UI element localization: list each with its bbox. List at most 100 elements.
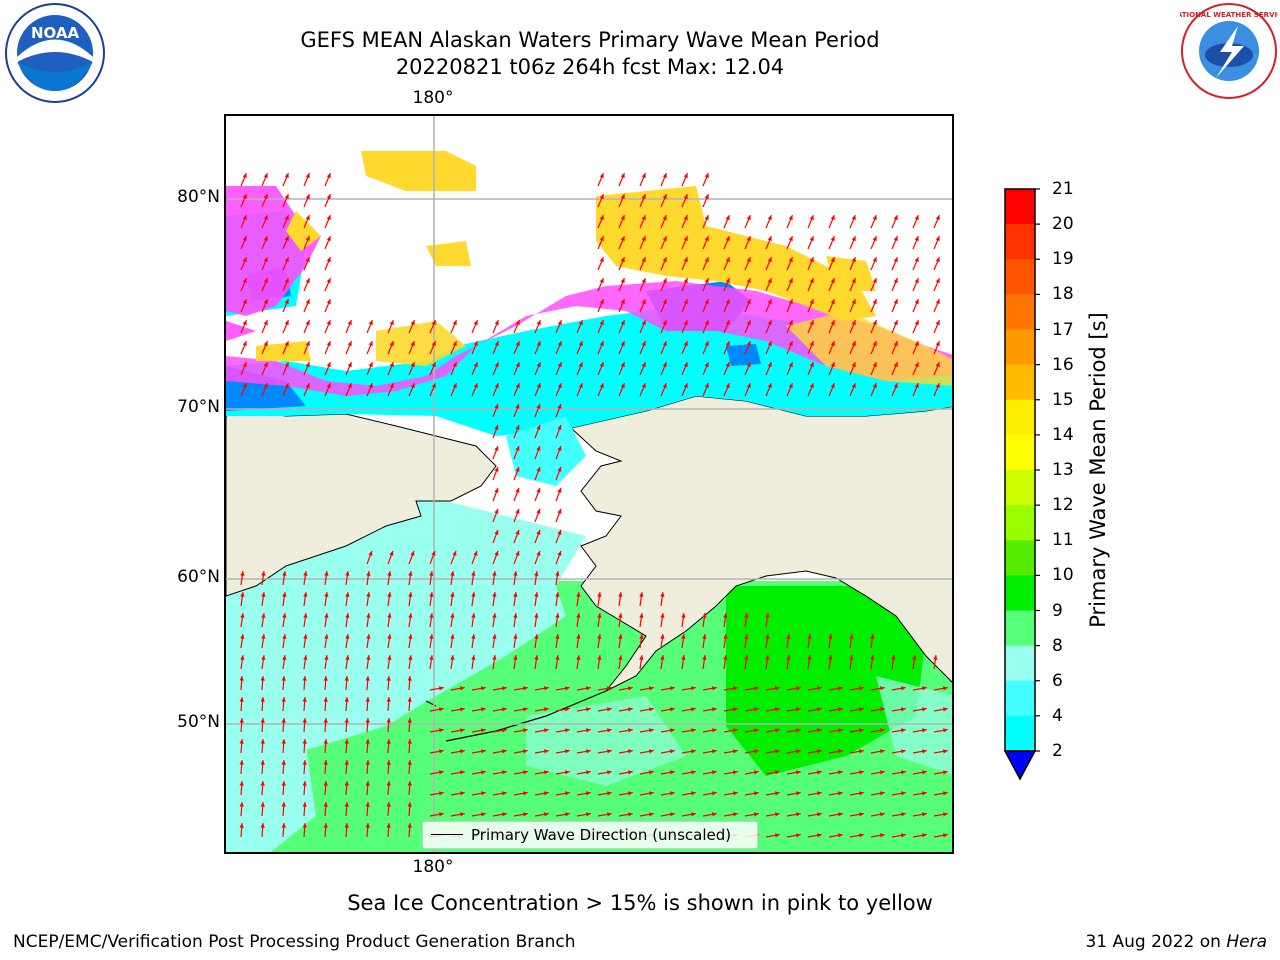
- wave-arrow-head: [746, 257, 751, 263]
- wave-arrow-head: [662, 278, 667, 284]
- wave-arrow-head: [324, 613, 329, 618]
- wave-arrow-head: [305, 383, 310, 389]
- wave-arrow-head: [942, 833, 948, 838]
- wave-arrow-head: [515, 424, 520, 430]
- wave-arrow-head: [284, 362, 289, 368]
- wave-arrow-head: [302, 739, 307, 744]
- wave-arrow-head: [501, 749, 507, 754]
- colorbar-segment: [1005, 399, 1035, 436]
- wave-arrow-head: [366, 613, 371, 618]
- wave-arrow-head: [795, 791, 801, 796]
- wave-arrow-head: [438, 707, 444, 712]
- colorbar-segment: [1005, 329, 1035, 366]
- wave-arrow-head: [660, 592, 665, 597]
- wave-arrow-head: [471, 655, 476, 660]
- wave-arrow-head: [914, 320, 919, 326]
- wave-arrow-head: [627, 812, 633, 817]
- wave-arrow-head: [492, 634, 497, 639]
- wave-arrow-head: [494, 550, 499, 556]
- wave-arrow-head: [872, 341, 877, 347]
- wave-arrow-head: [281, 739, 286, 744]
- wave-arrow-head: [365, 676, 370, 681]
- wave-arrow-head: [669, 728, 675, 733]
- wave-arrow-head: [323, 718, 328, 723]
- wave-arrow-head: [260, 760, 265, 765]
- wave-arrow-head: [830, 257, 835, 263]
- wave-arrow-head: [765, 634, 770, 639]
- wave-arrow-head: [555, 613, 560, 618]
- wave-arrow-head: [641, 194, 646, 200]
- gridlines: [226, 116, 952, 852]
- wave-arrow-head: [732, 770, 738, 775]
- wave-arrow-head: [879, 791, 885, 796]
- sea-ice-note: Sea Ice Concentration > 15% is shown in …: [0, 891, 1280, 915]
- wave-arrow-head: [263, 215, 268, 221]
- wave-arrow-head: [942, 749, 948, 754]
- noaa-logo: NOAA: [5, 3, 105, 103]
- wave-arrow-head: [324, 592, 329, 597]
- wave-arrow-head: [704, 257, 709, 263]
- wave-arrow-head: [387, 634, 392, 639]
- wave-arrow-head: [366, 655, 371, 660]
- wave-arrow-head: [690, 749, 696, 754]
- wave-arrow-head: [242, 194, 247, 200]
- wave-arrow-head: [494, 341, 499, 347]
- wave-arrow-head: [459, 791, 465, 796]
- colorbar-tick-label: 15: [1052, 389, 1074, 410]
- wave-arrow-head: [599, 173, 604, 179]
- wave-arrow-head: [471, 613, 476, 618]
- wave-arrow-head: [494, 320, 499, 326]
- wave-arrow-head: [459, 728, 465, 733]
- wave-arrow-head: [893, 383, 898, 389]
- wave-arrow-head: [744, 655, 749, 660]
- wave-arrow-head: [410, 341, 415, 347]
- wave-arrow-head: [935, 236, 940, 242]
- wave-arrow-head: [578, 341, 583, 347]
- nws-logo: NATIONAL WEATHER SERVICE: [1180, 3, 1278, 99]
- wave-arrow-head: [597, 634, 602, 639]
- wave-arrow-head: [557, 550, 562, 556]
- wave-arrow-head: [284, 257, 289, 263]
- wave-arrow-head: [893, 320, 898, 326]
- wave-arrow-head: [303, 571, 308, 576]
- wave-arrow-head: [408, 571, 413, 576]
- wave-arrow-head: [242, 341, 247, 347]
- wave-arrow-head: [438, 770, 444, 775]
- wave-arrow-head: [494, 529, 499, 535]
- wave-arrow-head: [480, 770, 486, 775]
- wave-arrow-head: [410, 362, 415, 368]
- wave-arrow-head: [344, 760, 349, 765]
- wave-arrow-head: [900, 812, 906, 817]
- wave-arrow-head: [389, 550, 394, 556]
- wave-arrow-head: [872, 215, 877, 221]
- wave-arrow-head: [620, 236, 625, 242]
- wave-arrow-head: [515, 403, 520, 409]
- wave-arrow-head: [536, 445, 541, 451]
- wave-arrow-head: [242, 362, 247, 368]
- wave-arrow-head: [660, 613, 665, 618]
- colorbar-tick-label: 21: [1052, 179, 1074, 199]
- wave-arrow-head: [606, 791, 612, 796]
- wave-arrow-head: [564, 707, 570, 712]
- wave-arrow-head: [263, 383, 268, 389]
- wave-arrow-head: [347, 320, 352, 326]
- wave-arrow-head: [576, 655, 581, 660]
- wave-arrow-head: [501, 728, 507, 733]
- wave-arrow-head: [788, 341, 793, 347]
- wave-arrow-head: [515, 445, 520, 451]
- wave-arrow-head: [648, 686, 654, 691]
- wave-arrow-head: [365, 781, 370, 786]
- wave-arrow-head: [407, 760, 412, 765]
- wave-arrow-head: [690, 812, 696, 817]
- wave-arrow-head: [438, 728, 444, 733]
- wave-arrow-head: [788, 299, 793, 305]
- colorbar-segment: [1005, 645, 1035, 682]
- wave-arrow-head: [261, 613, 266, 618]
- wave-arrow-head: [303, 634, 308, 639]
- wave-arrow-head: [942, 770, 948, 775]
- wave-arrow-head: [879, 770, 885, 775]
- wave-arrow-head: [260, 697, 265, 702]
- wave-arrow-head: [386, 676, 391, 681]
- wave-arrow-head: [681, 613, 686, 618]
- wave-arrow-head: [753, 812, 759, 817]
